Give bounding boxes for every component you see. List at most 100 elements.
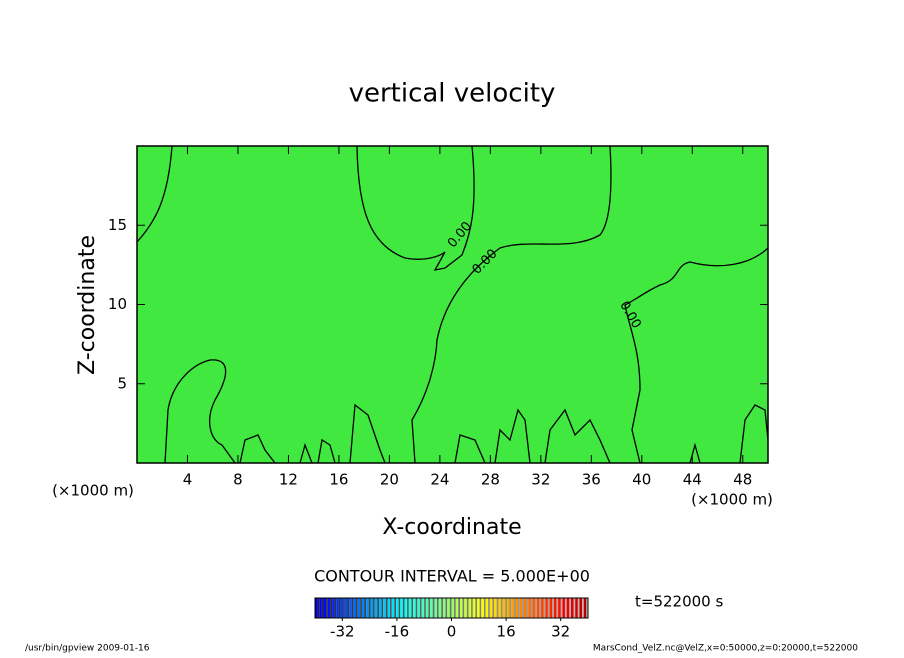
x-tick-label: 28 (481, 471, 500, 489)
colorbar-band (570, 598, 574, 618)
x-tick-label: 4 (183, 471, 193, 489)
colorbar-band (468, 598, 472, 618)
colorbar-band (582, 598, 584, 618)
colorbar-band (419, 598, 422, 618)
time-label: t=522000 s (635, 593, 723, 611)
contours (136, 145, 769, 464)
colorbar-band (347, 598, 350, 618)
colorbar-band (489, 598, 493, 618)
colorbar-band (390, 598, 392, 618)
colorbar-band (518, 598, 520, 618)
colorbar-band (455, 598, 459, 618)
colorbar-band (505, 598, 507, 618)
colorbar-band (530, 598, 533, 618)
x-tick-label: 32 (531, 471, 550, 489)
colorbar-band (400, 598, 403, 618)
x-tick-label: 36 (582, 471, 601, 489)
colorbar-band (408, 598, 412, 618)
colorbar-band (351, 598, 354, 618)
colorbar-band (498, 598, 501, 618)
colorbar-band (558, 598, 561, 618)
colorbar-band (330, 598, 333, 618)
colorbar-band (506, 598, 510, 618)
contour-interval: CONTOUR INTERVAL = 5.000E+00 (314, 567, 590, 586)
colorbar-band (360, 598, 362, 618)
colorbar-band (573, 598, 576, 618)
colorbar-band (562, 598, 565, 618)
y-unit: (×1000 m) (52, 482, 134, 500)
colorbar-band (336, 598, 339, 618)
colorbar-band (381, 598, 384, 618)
colorbar-band (377, 598, 379, 618)
colorbar-band (447, 598, 450, 618)
colorbar-band (368, 598, 371, 618)
colorbar-band (471, 598, 473, 618)
x-tick-label: 48 (733, 471, 752, 489)
colorbar-band (357, 598, 361, 618)
colorbar (315, 598, 588, 618)
colorbar-band (383, 598, 386, 618)
colorbar-band (547, 598, 550, 618)
colorbar-band (430, 598, 433, 618)
colorbar-band (583, 598, 587, 618)
colorbar-band (460, 598, 463, 618)
colorbar-band (424, 598, 426, 618)
colorbar-band (415, 598, 418, 618)
colorbar-band (317, 598, 320, 618)
colorbar-band (436, 598, 439, 618)
colorbar-band (421, 598, 425, 618)
colorbar-band (378, 598, 382, 618)
x-unit: (×1000 m) (691, 491, 773, 509)
colorbar-band (553, 598, 557, 618)
footer-left: /usr/bin/gpview 2009-01-16 (25, 644, 150, 654)
colorbar-band (394, 598, 397, 618)
colorbar-band (577, 598, 580, 618)
colorbar-band (361, 598, 365, 618)
colorbar-band (509, 598, 512, 618)
contour-line (164, 359, 236, 464)
colorbar-band (488, 598, 490, 618)
colorbar-band (441, 598, 443, 618)
colorbar-band (404, 598, 408, 618)
contour-line (624, 247, 769, 464)
x-tick-label: 40 (632, 471, 651, 489)
colorbar-band (549, 598, 553, 618)
colorbar-band (349, 598, 352, 618)
colorbar-band (321, 598, 324, 618)
colorbar-band (569, 598, 571, 618)
colorbar-band (586, 598, 588, 618)
contour-line (356, 145, 475, 271)
colorbar-band (344, 598, 348, 618)
colorbar-band (332, 598, 335, 618)
colorbar-band (552, 598, 554, 618)
colorbar-band (374, 598, 378, 618)
y-tick-label: 15 (108, 216, 127, 234)
x-axis-label: X-coordinate (382, 515, 521, 540)
plot-area (136, 145, 769, 464)
colorbar-band (411, 598, 414, 618)
colorbar-band (545, 598, 548, 618)
colorbar-band (541, 598, 544, 618)
colorbar-band (513, 598, 516, 618)
colorbar-band (479, 598, 482, 618)
colorbar-band (539, 598, 542, 618)
colorbar-band (526, 598, 529, 618)
colorbar-band (502, 598, 506, 618)
colorbar-band (451, 598, 455, 618)
colorbar-tick-label: -16 (385, 623, 410, 641)
colorbar-band (364, 598, 367, 618)
colorbar-band (417, 598, 420, 618)
x-tick-label: 8 (233, 471, 243, 489)
x-tick-label: 16 (329, 471, 348, 489)
colorbar-band (327, 598, 331, 618)
colorbar-band (536, 598, 540, 618)
footer-right: MarsCond_VelZ.nc@VelZ,x=0:50000,z=0:2000… (593, 644, 858, 654)
colorbar-band (477, 598, 480, 618)
colorbar-band (373, 598, 375, 618)
colorbar-band (560, 598, 563, 618)
contour-line (411, 145, 612, 464)
colorbar-band (528, 598, 531, 618)
colorbar-band (413, 598, 416, 618)
colorbar-band (556, 598, 559, 618)
